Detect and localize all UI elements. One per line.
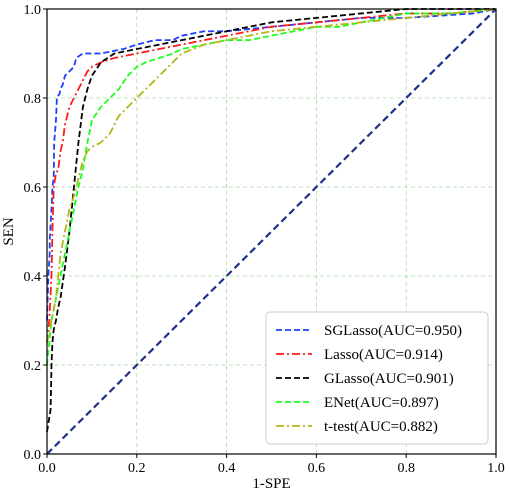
diagonal-reference-line <box>46 8 497 455</box>
x-tick-label-3: 0.6 <box>308 461 326 476</box>
x-axis-label: 1-SPE <box>252 476 290 492</box>
y-tick-label-2: 0.4 <box>24 270 42 285</box>
plot-frame <box>46 8 497 455</box>
legend-label-2: GLasso(AUC=0.901) <box>324 371 454 387</box>
legend-label-4: t-test(AUC=0.882) <box>324 419 438 435</box>
legend-label-3: ENet(AUC=0.897) <box>324 395 439 411</box>
x-axis-ticks: 0.0 0.2 0.4 0.6 0.8 1.0 <box>38 454 505 476</box>
roc-curve-1 <box>46 8 497 343</box>
y-tick-label-0: 0.0 <box>24 448 42 463</box>
y-tick-label-3: 0.6 <box>24 181 42 196</box>
y-tick-label-1: 0.2 <box>24 359 42 374</box>
roc-curve-3 <box>46 8 497 366</box>
legend-label-1: Lasso(AUC=0.914) <box>324 347 443 363</box>
roc-curve-0 <box>46 8 497 321</box>
y-tick-label-5: 1.0 <box>24 3 42 18</box>
x-tick-label-0: 0.0 <box>38 461 56 476</box>
x-tick-label-5: 1.0 <box>487 461 505 476</box>
legend-label-0: SGLasso(AUC=0.950) <box>324 323 462 339</box>
roc-curve-4 <box>46 8 497 343</box>
x-tick-label-4: 0.8 <box>397 461 415 476</box>
x-tick-label-2: 0.4 <box>218 461 236 476</box>
roc-curves <box>46 8 497 432</box>
legend-box <box>265 311 489 445</box>
legend: SGLasso(AUC=0.950) Lasso(AUC=0.914) GLasso… <box>265 311 489 445</box>
y-axis-label: SEN <box>1 217 17 246</box>
y-tick-label-4: 0.8 <box>24 92 42 107</box>
y-axis-ticks: 0.0 0.2 0.4 0.6 0.8 1.0 <box>24 3 47 463</box>
x-tick-label-1: 0.2 <box>128 461 146 476</box>
roc-curve-2 <box>46 8 496 432</box>
